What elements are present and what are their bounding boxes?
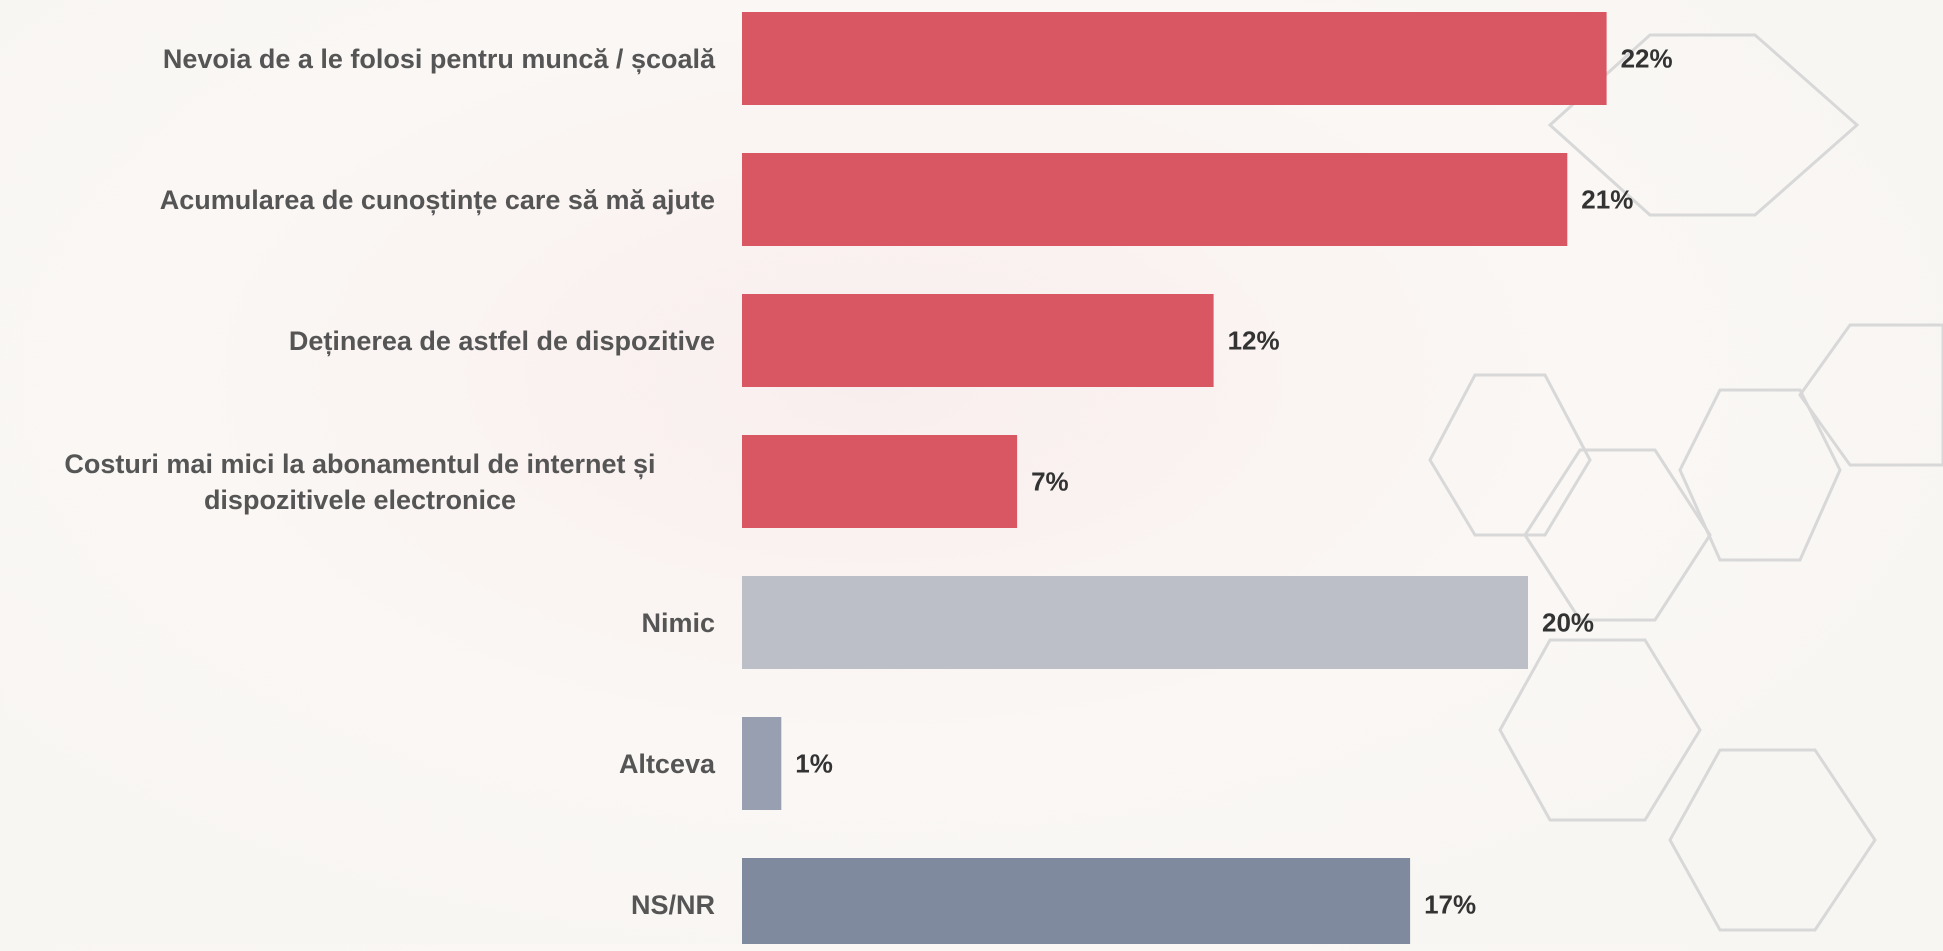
bar xyxy=(742,294,1214,387)
category-label-box: Acumularea de cunoștințe care să mă ajut… xyxy=(5,153,715,246)
bar xyxy=(742,153,1568,246)
category-label: Acumularea de cunoștințe care să mă ajut… xyxy=(159,184,715,215)
bar xyxy=(742,435,1018,528)
category-label-box: Nimic xyxy=(5,576,715,669)
category-label: Nevoia de a le folosi pentru muncă / șco… xyxy=(162,43,715,74)
category-label: Nimic xyxy=(641,607,715,638)
value-label: 12% xyxy=(1228,325,1280,355)
category-label-box: Nevoia de a le folosi pentru muncă / șco… xyxy=(5,12,715,105)
category-label-box: Altceva xyxy=(5,717,715,810)
value-label: 21% xyxy=(1581,184,1633,214)
bar xyxy=(742,576,1528,669)
bar xyxy=(742,717,782,810)
category-label-box: Deținerea de astfel de dispozitive xyxy=(5,294,715,387)
category-label: Deținerea de astfel de dispozitive xyxy=(288,325,715,356)
category-label-box: Costuri mai mici la abonamentul de inter… xyxy=(5,435,715,528)
value-label: 7% xyxy=(1031,466,1069,496)
value-label: 1% xyxy=(795,748,833,778)
value-label: 17% xyxy=(1424,889,1476,919)
value-label: 22% xyxy=(1621,43,1673,73)
category-label: Altceva xyxy=(618,748,715,779)
bar xyxy=(742,12,1607,105)
category-label: Costuri mai mici la abonamentul de inter… xyxy=(64,448,656,515)
category-label-box: NS/NR xyxy=(5,858,715,951)
category-label: NS/NR xyxy=(630,889,715,920)
decoration xyxy=(1428,33,1943,932)
value-label: 20% xyxy=(1542,607,1594,637)
bar xyxy=(742,858,1411,944)
